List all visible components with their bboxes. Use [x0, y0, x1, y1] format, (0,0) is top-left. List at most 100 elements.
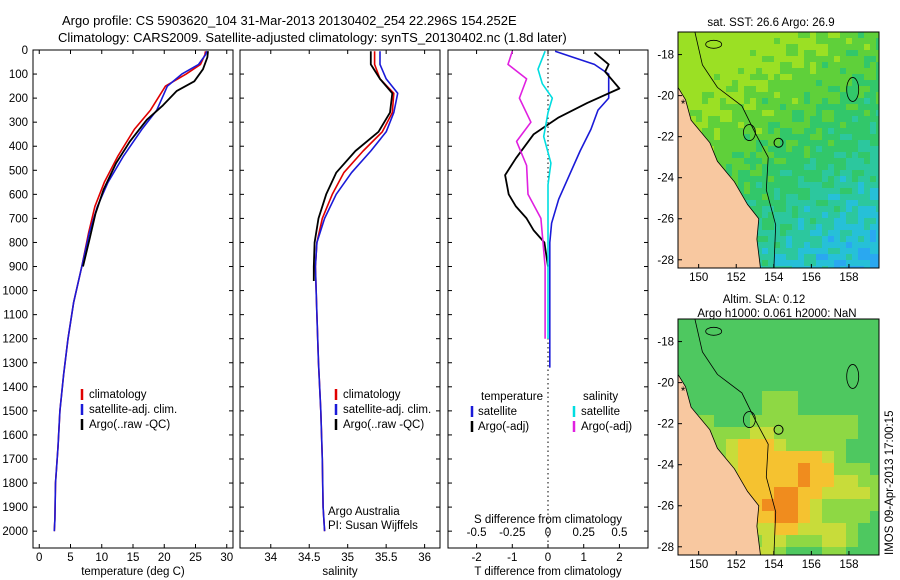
- x-tick-label: 0: [545, 552, 551, 564]
- x-tick-label: 152: [727, 272, 746, 284]
- x-tick-label: 154: [764, 272, 784, 284]
- sla-map-title-line1: Altim. SLA: 0.12: [723, 294, 805, 306]
- legend-label: Argo(-adj): [581, 421, 632, 433]
- legend-label: climatology: [343, 389, 401, 401]
- difference-panel: -2 -1 0 1 2 T difference from climatology -0.5…: [447, 49, 649, 578]
- reef-outline: [742, 124, 756, 141]
- y-tick-label: 1400: [2, 382, 28, 394]
- y-tick-label: -26: [657, 501, 674, 513]
- y-tick-label: 1000: [2, 286, 28, 298]
- y-tick-label: -18: [657, 337, 674, 349]
- x-tick-label: 152: [727, 559, 746, 571]
- s-tick-label: 0: [545, 527, 551, 539]
- y-tick-label: -18: [657, 50, 674, 62]
- y-tick-label: 1100: [3, 310, 28, 322]
- map-field: *: [678, 319, 879, 555]
- map-field: *: [678, 32, 879, 268]
- x-tick-label: 35.5: [375, 552, 397, 564]
- x-tick-label: 35: [341, 552, 354, 564]
- y-tick-label: -24: [657, 173, 674, 185]
- legend-label: Argo(-adj): [478, 421, 529, 433]
- x-tick-label: 30: [220, 552, 233, 564]
- reef-outline: [705, 326, 723, 336]
- salinity-panel: 34 34.5 35 35.5 36 salinity climatology satelli…: [239, 49, 441, 578]
- reef-outline: [846, 77, 860, 102]
- sla_map-frame: [677, 318, 880, 556]
- sst_map-panel: * 150 152 154 156 158 -18 -20 -22 -24 -26 -28: [657, 31, 880, 284]
- sst_map-frame: [677, 31, 880, 269]
- y-tick-label: -26: [657, 214, 674, 226]
- x-tick-label: 10: [95, 552, 108, 564]
- x-tick-label: 158: [839, 272, 858, 284]
- x-tick-label: 2: [616, 552, 622, 564]
- s-axis-label: S difference from climatology: [474, 514, 622, 526]
- land-mass: [678, 86, 761, 268]
- x-axis-label: T difference from climatology: [474, 566, 621, 578]
- y-tick-label: -22: [657, 419, 674, 431]
- y-tick-label: -22: [657, 132, 674, 144]
- legend-label: Argo(..raw -QC): [343, 419, 424, 431]
- imos-watermark: IMOS 09-Apr-2013 17:00:15: [884, 411, 896, 555]
- annotation-text: Argo Australia: [328, 506, 400, 518]
- y-tick-label: 700: [9, 213, 28, 225]
- sst-map-title: sat. SST: 26.6 Argo: 26.9: [707, 17, 834, 29]
- y-tick-label: 2000: [2, 526, 28, 538]
- y-tick-label: 300: [9, 117, 28, 129]
- argo-position-marker: [773, 424, 784, 435]
- y-tick-label: 0: [22, 45, 28, 57]
- annotation-text: PI: Susan Wijffels: [328, 520, 418, 532]
- x-tick-label: 156: [802, 272, 821, 284]
- legend-label: satellite: [581, 406, 620, 418]
- x-tick-label: 5: [67, 552, 73, 564]
- legend-label: salinity: [583, 391, 618, 403]
- x-tick-label: 150: [689, 559, 708, 571]
- salinity-axes-frame: [239, 49, 441, 549]
- y-tick-label: 600: [9, 189, 28, 201]
- y-tick-label: 1200: [2, 334, 28, 346]
- y-tick-label: -20: [657, 91, 674, 103]
- s-tick-label: 0.25: [573, 527, 595, 539]
- legend-label: climatology: [89, 389, 147, 401]
- x-axis-label: temperature (deg C): [81, 566, 185, 578]
- argo-position-marker: [773, 137, 784, 148]
- reef-outline: [705, 39, 723, 49]
- x-tick-label: 150: [689, 272, 708, 284]
- legend-label: satellite-adj. clim.: [343, 404, 431, 416]
- reef-outline: [742, 411, 756, 428]
- x-tick-label: -1: [507, 552, 517, 564]
- series-line-t-satellite: [548, 50, 610, 368]
- x-tick-label: -2: [471, 552, 481, 564]
- series-line-s-satellite: [537, 50, 554, 339]
- s-tick-label: -0.5: [467, 527, 487, 539]
- y-tick-label: -24: [657, 460, 674, 472]
- y-tick-label: 200: [9, 93, 28, 105]
- y-tick-label: 900: [9, 262, 28, 274]
- y-tick-label: 400: [9, 141, 28, 153]
- x-tick-label: 36: [418, 552, 431, 564]
- land-mass: [678, 373, 761, 555]
- sla_map-panel: * 150 152 154 156 158 -18 -20 -22 -24 -26 -28: [657, 318, 880, 571]
- x-tick-label: 154: [764, 559, 784, 571]
- y-tick-label: -28: [657, 542, 674, 554]
- temperature-panel: 0100200300400500600700800900100011001200…: [2, 45, 234, 578]
- y-tick-label: 100: [9, 69, 28, 81]
- series-line-satellite-adj-clim-: [314, 51, 399, 532]
- x-tick-label: 158: [839, 559, 858, 571]
- sla-map-title-line2: Argo h1000: 0.061 h2000: NaN: [697, 308, 856, 320]
- s-tick-label: 0.5: [611, 527, 627, 539]
- x-tick-label: 34.5: [298, 552, 320, 564]
- temperature-axes-frame: [32, 49, 234, 549]
- legend-label: satellite: [478, 406, 517, 418]
- y-tick-label: 800: [9, 237, 28, 249]
- s-tick-label: -0.25: [499, 527, 525, 539]
- legend-label: satellite-adj. clim.: [89, 404, 177, 416]
- star-marker: *: [681, 99, 686, 111]
- y-tick-label: -20: [657, 378, 674, 390]
- x-tick-label: 34: [264, 552, 277, 564]
- x-tick-label: 156: [802, 559, 821, 571]
- reef-outline: [846, 364, 860, 389]
- y-tick-label: 1500: [2, 406, 28, 418]
- y-tick-label: 1300: [2, 358, 28, 370]
- y-tick-label: 1900: [2, 502, 28, 514]
- x-tick-label: 20: [158, 552, 171, 564]
